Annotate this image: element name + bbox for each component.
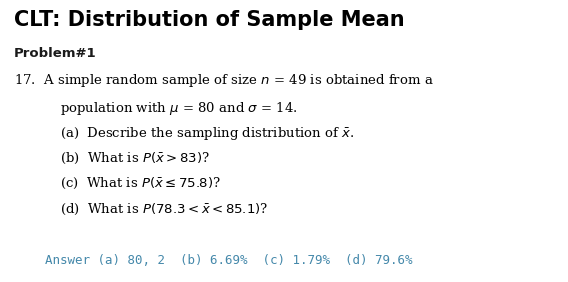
Text: (d)  What is $P(78.3 < \bar{x} < 85.1)$?: (d) What is $P(78.3 < \bar{x} < 85.1)$? [60, 202, 268, 217]
Text: (c)  What is $P(\bar{x} \leq 75.8)$?: (c) What is $P(\bar{x} \leq 75.8)$? [60, 176, 221, 191]
Text: (b)  What is $P(\bar{x} > 83)$?: (b) What is $P(\bar{x} > 83)$? [60, 151, 210, 166]
Text: Answer (a) 80, 2  (b) 6.69%  (c) 1.79%  (d) 79.6%: Answer (a) 80, 2 (b) 6.69% (c) 1.79% (d)… [45, 254, 413, 267]
Text: (a)  Describe the sampling distribution of $\bar{x}$.: (a) Describe the sampling distribution o… [60, 125, 354, 142]
Text: population with $\mu$ = 80 and $\sigma$ = 14.: population with $\mu$ = 80 and $\sigma$ … [60, 100, 297, 117]
Text: 17.  A simple random sample of size $n$ = 49 is obtained from a: 17. A simple random sample of size $n$ =… [14, 72, 434, 89]
Text: Problem#1: Problem#1 [14, 47, 97, 60]
Text: CLT: Distribution of Sample Mean: CLT: Distribution of Sample Mean [14, 10, 405, 30]
